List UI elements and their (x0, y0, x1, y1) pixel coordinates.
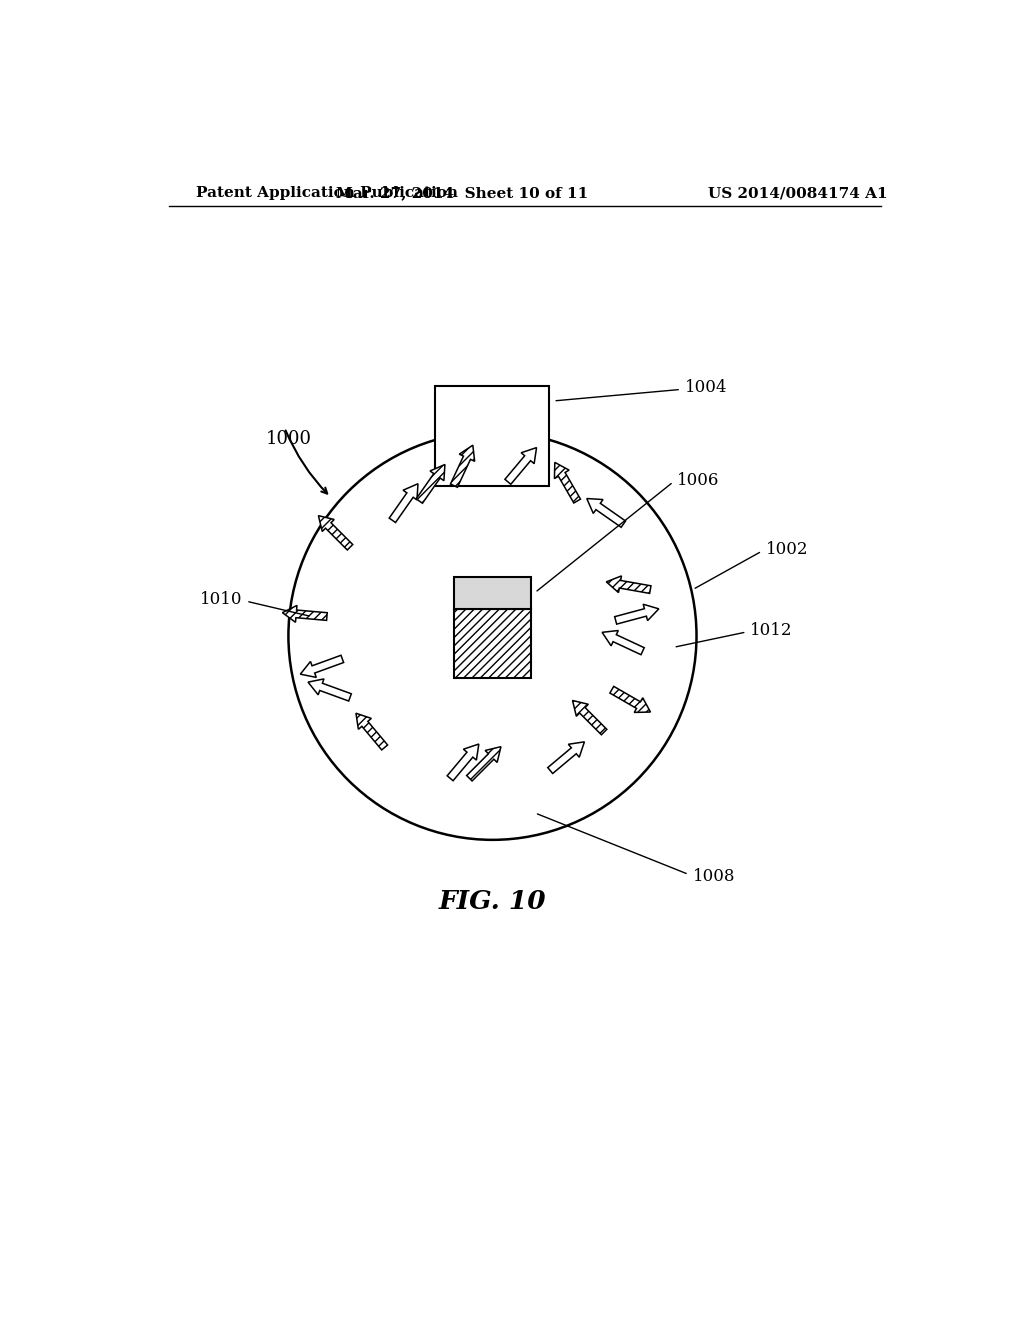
FancyArrow shape (587, 499, 626, 527)
Text: 1006: 1006 (677, 471, 720, 488)
Text: 1000: 1000 (265, 430, 311, 449)
Bar (435, 385, 550, 486)
Text: Patent Application Publication: Patent Application Publication (196, 186, 458, 201)
FancyArrow shape (548, 742, 585, 774)
FancyArrow shape (447, 744, 479, 780)
FancyArrow shape (308, 678, 351, 701)
Text: US 2014/0084174 A1: US 2014/0084174 A1 (708, 186, 888, 201)
Text: FIG. 10: FIG. 10 (438, 888, 546, 913)
FancyArrow shape (467, 747, 501, 781)
Bar (454, 577, 531, 609)
FancyArrow shape (572, 701, 607, 735)
FancyArrow shape (300, 655, 344, 677)
Text: 1002: 1002 (766, 541, 808, 558)
Text: Mar. 27, 2014  Sheet 10 of 11: Mar. 27, 2014 Sheet 10 of 11 (336, 186, 588, 201)
Text: 1010: 1010 (200, 591, 243, 609)
FancyArrow shape (505, 447, 537, 484)
FancyArrow shape (614, 605, 658, 624)
FancyArrow shape (610, 686, 650, 713)
FancyArrow shape (318, 516, 352, 550)
FancyArrow shape (389, 483, 418, 523)
Text: 1004: 1004 (685, 379, 727, 396)
Text: 1012: 1012 (751, 622, 793, 639)
Text: 1008: 1008 (692, 867, 735, 884)
FancyArrow shape (602, 631, 644, 655)
FancyArrow shape (356, 713, 388, 750)
FancyArrow shape (606, 576, 651, 594)
FancyArrow shape (451, 445, 475, 487)
FancyArrow shape (554, 462, 581, 503)
FancyArrow shape (416, 465, 444, 503)
FancyArrow shape (283, 606, 328, 622)
Bar (454, 609, 531, 678)
